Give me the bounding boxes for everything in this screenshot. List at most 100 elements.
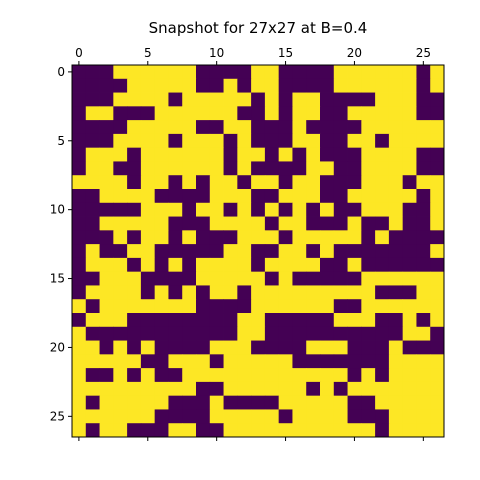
heatmap-cell bbox=[375, 271, 390, 286]
heatmap-cell bbox=[99, 381, 114, 397]
heatmap-cell bbox=[72, 202, 87, 217]
heatmap-cell bbox=[223, 92, 238, 107]
heatmap-cell bbox=[113, 354, 128, 369]
heatmap-cell bbox=[388, 147, 404, 162]
heatmap-cell bbox=[251, 65, 266, 80]
heatmap-cell bbox=[127, 147, 142, 162]
heatmap-cell bbox=[168, 257, 183, 273]
heatmap-cell bbox=[209, 147, 224, 162]
heatmap-cell bbox=[182, 326, 197, 341]
heatmap-cell bbox=[402, 340, 417, 355]
heatmap-cell bbox=[264, 299, 280, 314]
heatmap-cell bbox=[292, 106, 307, 121]
heatmap-cell bbox=[264, 340, 280, 355]
heatmap-cell bbox=[306, 147, 321, 162]
heatmap-cell bbox=[264, 313, 280, 328]
heatmap-cell bbox=[113, 326, 128, 341]
heatmap-cell bbox=[251, 92, 266, 107]
heatmap-cell bbox=[430, 368, 445, 383]
heatmap-cell bbox=[333, 65, 348, 80]
heatmap-cell bbox=[154, 106, 169, 121]
heatmap-cell bbox=[127, 257, 142, 273]
heatmap-cell bbox=[251, 368, 266, 383]
heatmap-cell bbox=[72, 423, 87, 438]
heatmap-cell bbox=[196, 65, 211, 80]
heatmap-cell bbox=[306, 202, 321, 217]
heatmap-cell bbox=[347, 381, 362, 397]
heatmap-cell bbox=[320, 216, 335, 231]
heatmap-cell bbox=[251, 161, 266, 176]
heatmap-cell bbox=[333, 189, 348, 204]
heatmap-cell bbox=[85, 354, 100, 369]
heatmap-cell bbox=[196, 257, 211, 273]
x-tick-label: 0 bbox=[75, 46, 83, 60]
heatmap-cell bbox=[237, 271, 252, 286]
heatmap-cell bbox=[99, 161, 114, 176]
heatmap-cell bbox=[237, 216, 252, 231]
heatmap-cell bbox=[209, 313, 224, 328]
heatmap-cell bbox=[333, 133, 348, 149]
heatmap-cell bbox=[416, 423, 431, 438]
heatmap-cell bbox=[99, 133, 114, 149]
y-axis: 0 5 10 15 20 25 bbox=[50, 65, 72, 423]
heatmap-cell bbox=[361, 381, 376, 397]
heatmap-cell bbox=[113, 230, 128, 245]
heatmap-cell bbox=[430, 257, 445, 273]
heatmap-cell bbox=[402, 299, 417, 314]
heatmap-cell bbox=[140, 299, 156, 314]
heatmap-cell bbox=[85, 120, 100, 135]
heatmap-cell bbox=[361, 326, 376, 341]
heatmap-cell bbox=[320, 257, 335, 273]
heatmap-cell bbox=[292, 354, 307, 369]
heatmap-cell bbox=[306, 354, 321, 369]
heatmap-cell bbox=[72, 257, 87, 273]
heatmap-cell bbox=[251, 189, 266, 204]
heatmap-cell bbox=[416, 409, 431, 424]
x-tick-label: 5 bbox=[144, 46, 152, 60]
heatmap-cell bbox=[306, 78, 321, 93]
heatmap-cell bbox=[196, 120, 211, 135]
heatmap-cell bbox=[196, 381, 211, 397]
heatmap-cell bbox=[416, 133, 431, 149]
heatmap-cell bbox=[306, 244, 321, 259]
heatmap-cell bbox=[402, 381, 417, 397]
heatmap-cell bbox=[154, 92, 169, 107]
heatmap-cell bbox=[154, 271, 169, 286]
heatmap-cell bbox=[333, 257, 348, 273]
heatmap-cell bbox=[209, 381, 224, 397]
heatmap-cell bbox=[237, 133, 252, 149]
heatmap-cell bbox=[264, 161, 280, 176]
heatmap-cell bbox=[278, 133, 293, 149]
heatmap-cell bbox=[168, 395, 183, 410]
heatmap-cell bbox=[127, 65, 142, 80]
heatmap-cell bbox=[388, 285, 404, 300]
heatmap-cell bbox=[140, 216, 156, 231]
heatmap-cell bbox=[402, 147, 417, 162]
heatmap-cell bbox=[223, 65, 238, 80]
heatmap-cell bbox=[168, 299, 183, 314]
heatmap-cell bbox=[237, 65, 252, 80]
heatmap-cell bbox=[237, 368, 252, 383]
heatmap-cell bbox=[292, 326, 307, 341]
heatmap-cell bbox=[140, 423, 156, 438]
x-axis-top: 0 5 10 15 20 25 bbox=[75, 46, 431, 65]
heatmap-cell bbox=[154, 202, 169, 217]
heatmap-cell bbox=[237, 409, 252, 424]
heatmap-cell bbox=[292, 189, 307, 204]
heatmap-cell bbox=[416, 230, 431, 245]
heatmap-cell bbox=[72, 285, 87, 300]
heatmap-cell bbox=[347, 395, 362, 410]
heatmap-cell bbox=[182, 175, 197, 190]
heatmap-cell bbox=[113, 147, 128, 162]
heatmap-cell bbox=[85, 230, 100, 245]
heatmap-cell bbox=[375, 106, 390, 121]
heatmap-cell bbox=[209, 326, 224, 341]
heatmap-cell bbox=[292, 299, 307, 314]
heatmap-cell bbox=[85, 65, 100, 80]
heatmap-cell bbox=[154, 133, 169, 149]
heatmap-cell bbox=[182, 78, 197, 93]
heatmap-cell bbox=[430, 313, 445, 328]
heatmap-cell bbox=[361, 189, 376, 204]
heatmap-cell bbox=[223, 106, 238, 121]
heatmap-cell bbox=[196, 368, 211, 383]
